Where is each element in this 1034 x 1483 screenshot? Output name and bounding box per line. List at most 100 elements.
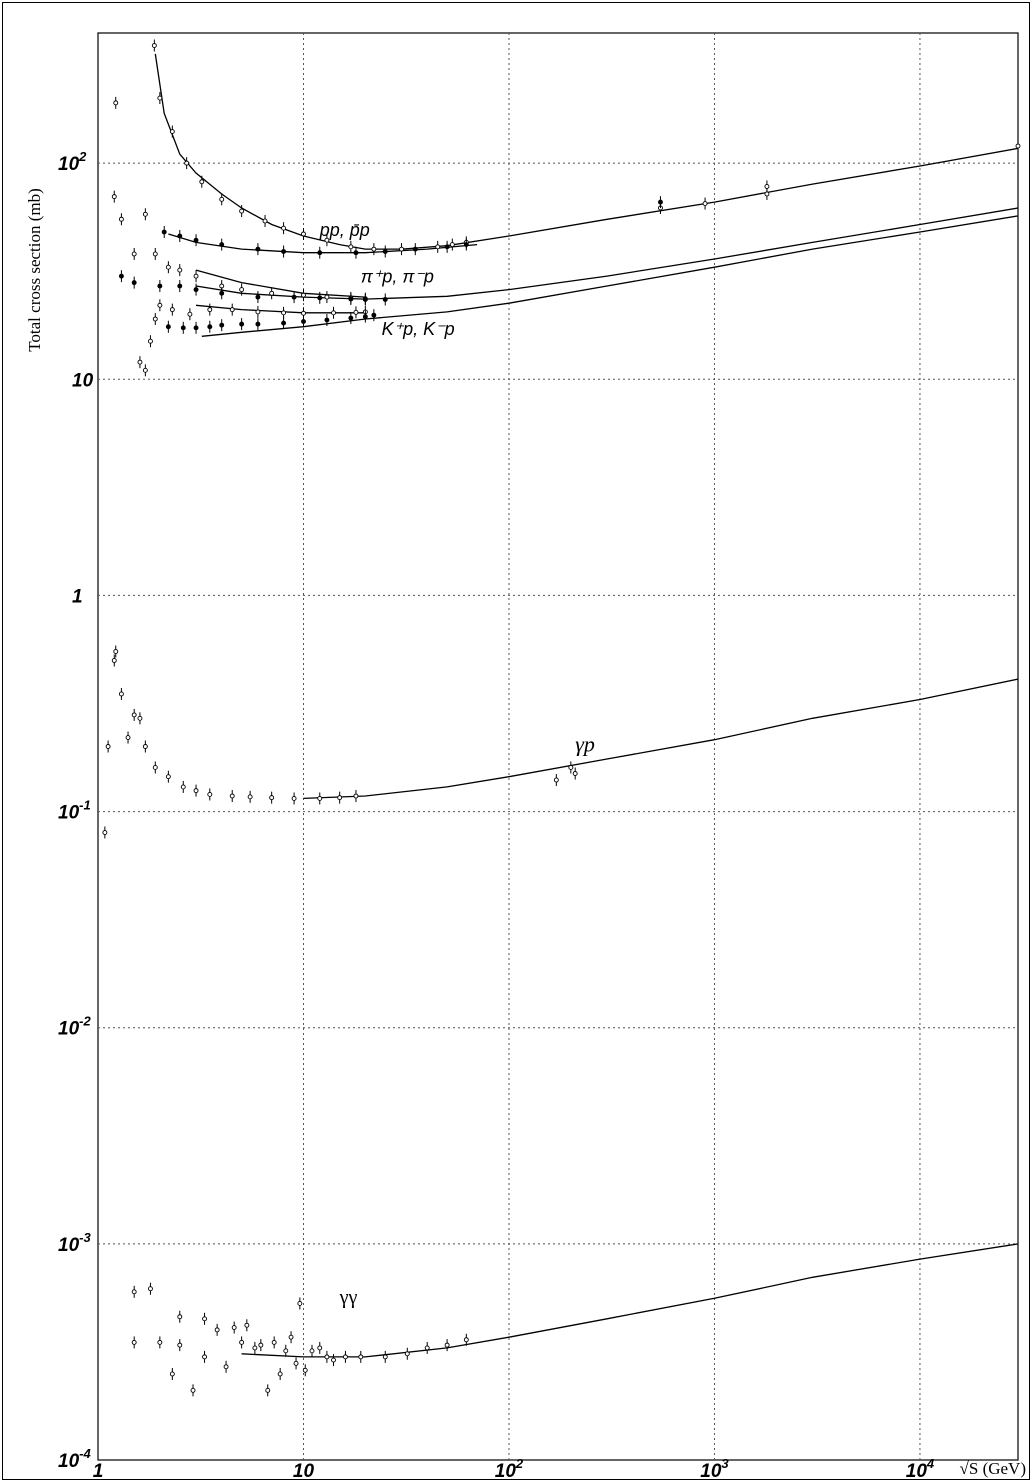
gg-data-point [331, 1354, 336, 1367]
gp-data-point [353, 790, 359, 803]
kp-data-point [169, 303, 175, 316]
kp-data-point-2 [301, 315, 306, 328]
pp-data-point [157, 92, 163, 105]
pp-data-point-2 [177, 230, 183, 243]
pp-data-point [199, 175, 205, 188]
pp-data-point [324, 234, 330, 247]
gg-data-point [202, 1350, 207, 1363]
kp-data-point [152, 313, 158, 326]
gg-data-point [202, 1312, 207, 1325]
pp-data-point-2 [255, 243, 261, 256]
gg-data-point [169, 1367, 175, 1380]
gg-data-point [252, 1341, 258, 1354]
pip-data-point [324, 291, 330, 304]
gp-data-point [180, 780, 186, 793]
gg-data-point [283, 1344, 289, 1357]
kp-data-point-2 [255, 318, 261, 331]
kp-data-point-2 [180, 321, 186, 334]
y-tick-label: 10-2 [58, 1014, 91, 1040]
pp-data-point-2 [161, 226, 167, 239]
gg-data-point [190, 1384, 196, 1397]
x-tick-label: 103 [700, 1456, 729, 1482]
pp-data-point-2 [219, 238, 225, 251]
gg-data-point [342, 1350, 348, 1363]
pip-data-point [118, 213, 124, 226]
kp-data-point-2 [193, 321, 199, 334]
gg-data-point [302, 1364, 308, 1377]
grid-layer [98, 33, 1018, 1460]
pp-data-point-2 [353, 246, 359, 259]
pp-data-point [348, 240, 354, 253]
kp-data-point-2 [348, 312, 354, 325]
pip-data-point [165, 261, 171, 274]
gp-data-point [125, 731, 131, 744]
gp-data-point [102, 826, 108, 839]
pp-data-point-2 [317, 246, 323, 259]
gp-data-point [193, 784, 199, 797]
kp-data-point [137, 356, 143, 369]
pp-data-point-2 [444, 240, 450, 253]
pp-data-point [449, 238, 455, 251]
pip-data-point [301, 289, 306, 302]
kp-data-point [187, 308, 193, 321]
pip-data-point-2 [255, 291, 261, 304]
gg-data-point [358, 1350, 364, 1363]
gp-data-point [137, 712, 143, 725]
y-tick-label: 102 [58, 149, 87, 175]
pp-data-point [301, 228, 306, 241]
gg-data-point [382, 1350, 388, 1363]
y-tick-label: 10-1 [58, 798, 91, 824]
gp-data-point [572, 767, 578, 780]
gg-data-point [424, 1341, 430, 1354]
kp-data-point-2 [207, 320, 213, 333]
pip-fit-curve-2 [195, 269, 366, 298]
pp-data-point [219, 193, 225, 206]
pp-data-point-2 [193, 234, 199, 247]
pip-data-point-2 [157, 280, 163, 293]
pip-data-point-2 [177, 280, 183, 293]
y-tick-label: 10 [72, 370, 94, 391]
x-tick-label: 1 [93, 1461, 104, 1482]
gg-data-point [324, 1350, 330, 1363]
pip-fit-curve [195, 207, 1019, 300]
kp-data-point-2 [371, 309, 377, 322]
pp-data-point [435, 240, 441, 253]
y-tick-label: 1 [72, 586, 83, 607]
gg-data-point [214, 1323, 220, 1336]
gp-data-point [269, 791, 275, 804]
kp-data-point-2 [281, 317, 287, 330]
pip-data-point [239, 283, 245, 296]
pp-data-point [281, 222, 287, 235]
gp-data-point [291, 792, 297, 805]
pip-data-point [131, 247, 137, 260]
gp-fit-curve [303, 678, 1019, 800]
gg-data-point [444, 1339, 450, 1352]
gg-data-point [157, 1336, 163, 1349]
pp-data-point [1015, 140, 1021, 153]
gg-data-point [271, 1336, 277, 1349]
gp-data-point [152, 761, 158, 774]
gg-data-point [297, 1297, 303, 1310]
annotation-pp: pp, p̄p [319, 220, 370, 240]
pip-data-point-2 [118, 270, 124, 283]
kp-data-point [353, 306, 359, 319]
gg-data-point [309, 1344, 315, 1357]
gp-data-point [317, 792, 323, 805]
gg-data-point [317, 1341, 323, 1354]
gp-data-point [111, 654, 117, 667]
kp-fit-curve-2 [195, 304, 366, 314]
gg-data-point [223, 1360, 229, 1373]
pip-data-point [193, 270, 199, 283]
pp-data-point [399, 243, 404, 256]
kp-data-point [148, 335, 153, 348]
gg-data-point [404, 1347, 410, 1360]
plot-area [97, 32, 1019, 1461]
data-points [102, 39, 1021, 1397]
gg-data-point [177, 1339, 183, 1352]
pp-data-point [184, 157, 190, 170]
pp-data-point [169, 125, 175, 138]
kp-data-point-2 [362, 310, 368, 323]
gg-data-point [131, 1285, 137, 1298]
gp-data-point [113, 645, 119, 658]
pip-data-point-2 [382, 293, 388, 306]
